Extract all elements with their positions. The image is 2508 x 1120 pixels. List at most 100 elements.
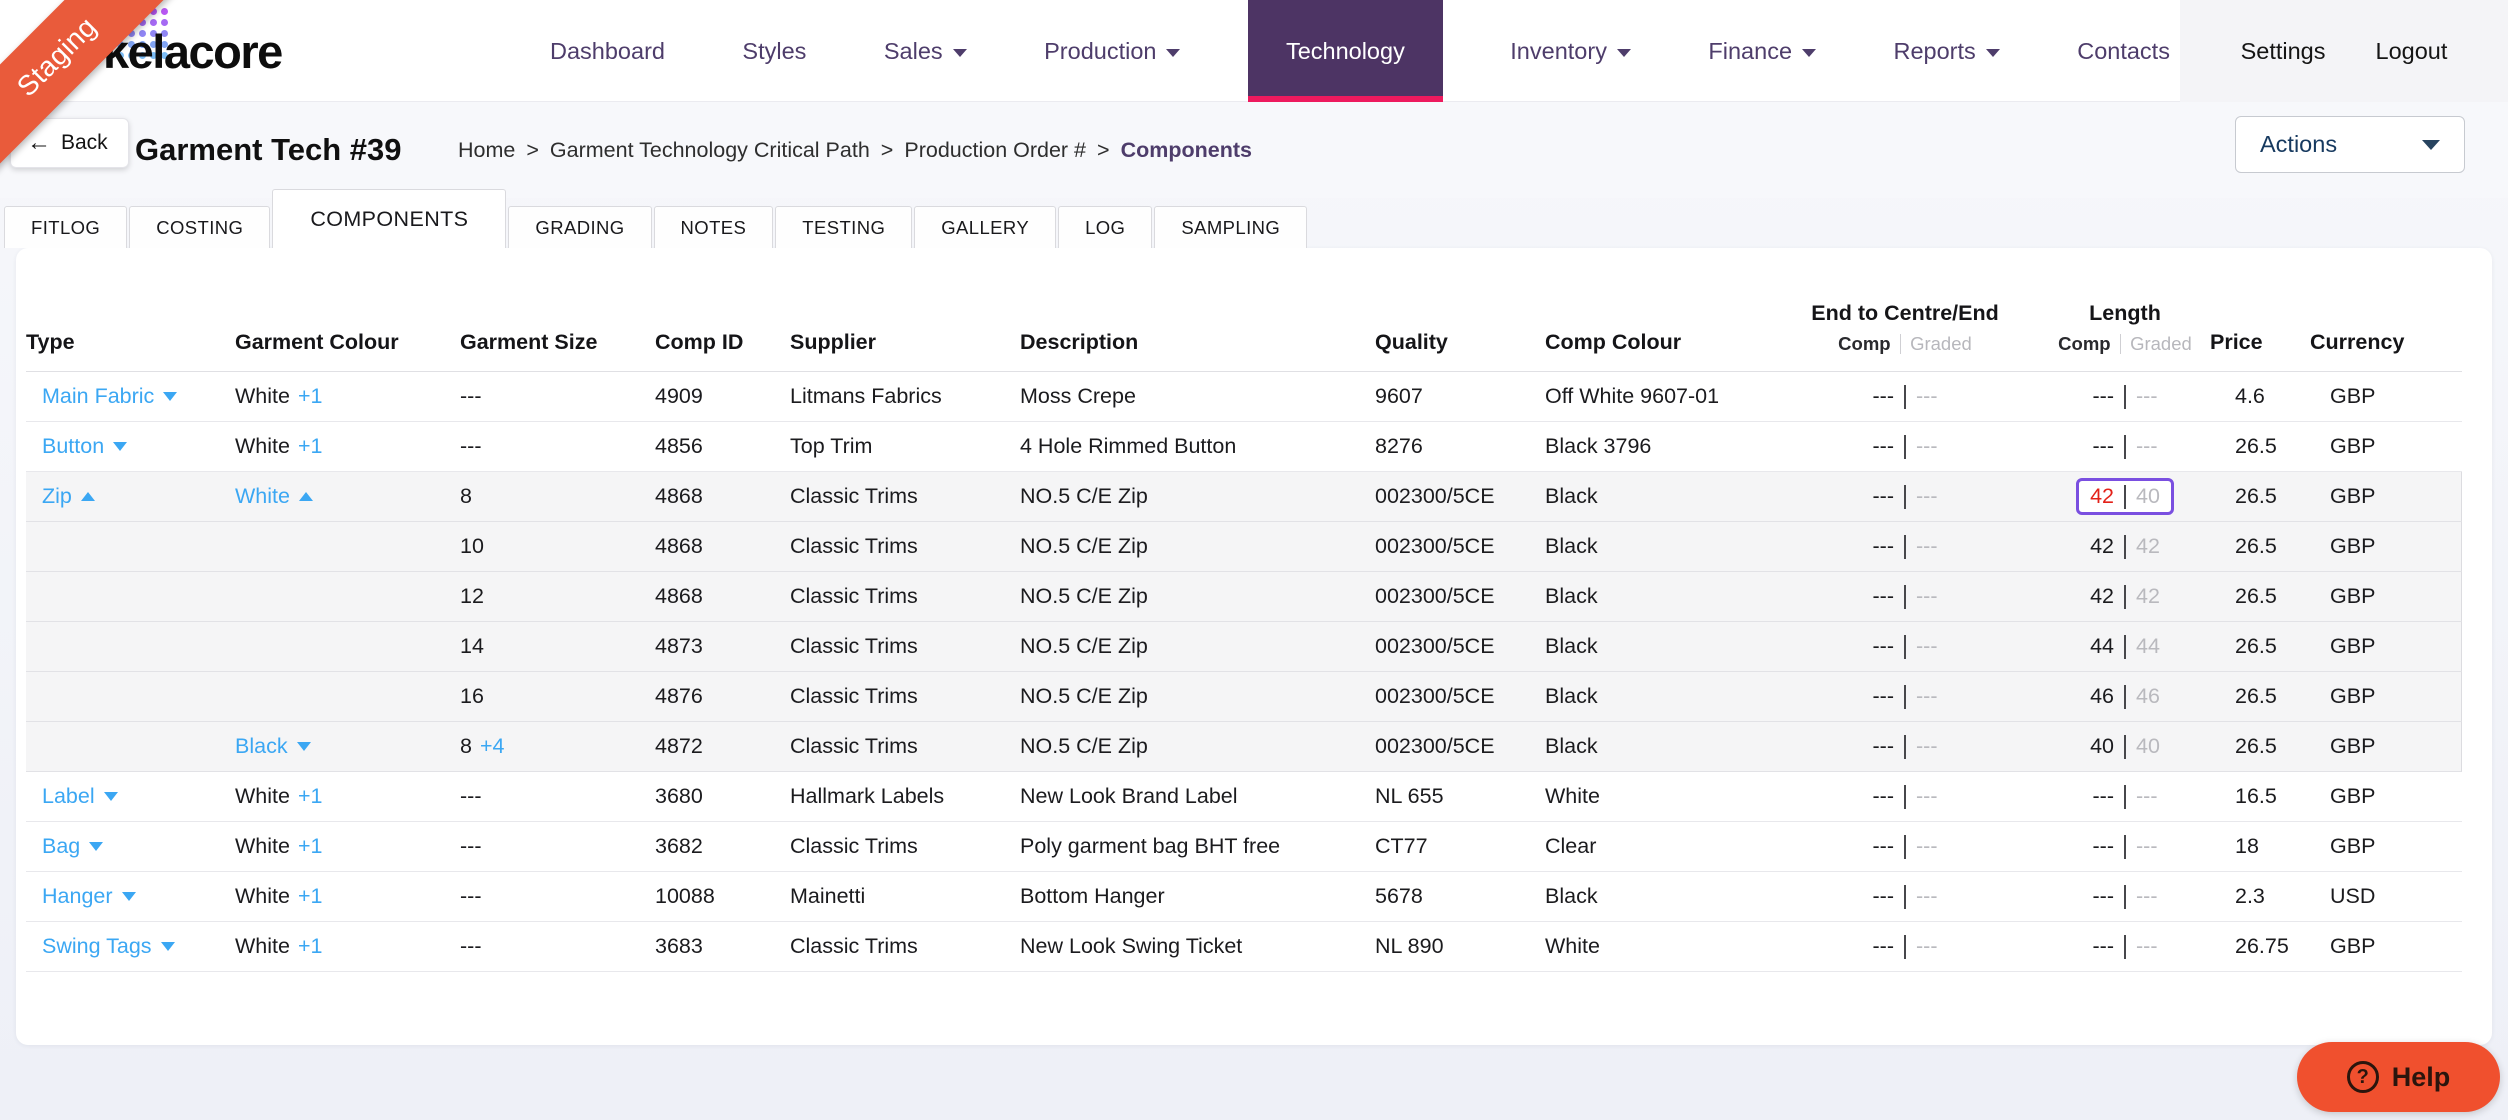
cell-garment-size: 10 xyxy=(460,534,655,559)
tab-log[interactable]: LOG xyxy=(1058,206,1152,248)
cell-quality: 002300/5CE xyxy=(1375,734,1545,759)
cell-length: 4040 xyxy=(2040,734,2210,759)
nav-item-reports[interactable]: Reports xyxy=(1883,0,2009,102)
cell-garment-colour: White+1 xyxy=(235,434,460,459)
sublabel-graded: Graded xyxy=(1910,333,1972,355)
nav-item-styles[interactable]: Styles xyxy=(732,0,816,102)
tab-components[interactable]: COMPONENTS xyxy=(272,189,506,248)
comp-value: --- xyxy=(1873,884,1894,909)
comp-value: --- xyxy=(1873,634,1894,659)
breadcrumb-separator: > xyxy=(526,138,539,163)
help-button[interactable]: ? Help xyxy=(2297,1042,2500,1112)
type-link[interactable]: Label xyxy=(42,784,118,809)
breadcrumb-item[interactable]: Production Order # xyxy=(904,138,1086,163)
type-link[interactable]: Hanger xyxy=(42,884,136,909)
cell-length: 4242 xyxy=(2040,584,2210,609)
caret-down-icon xyxy=(161,942,175,951)
graded-value: --- xyxy=(1916,434,1937,459)
type-link[interactable]: Swing Tags xyxy=(42,934,175,959)
nav-item-settings[interactable]: Settings xyxy=(2229,38,2338,65)
cell-description: NO.5 C/E Zip xyxy=(1020,584,1375,609)
nav-item-production[interactable]: Production xyxy=(1034,0,1190,102)
tab-testing[interactable]: TESTING xyxy=(775,206,912,248)
cell-garment-colour: White+1 xyxy=(235,784,460,809)
colour-more-link[interactable]: +1 xyxy=(298,884,323,908)
colour-link[interactable]: White xyxy=(235,484,313,509)
tab-fitlog[interactable]: FITLOG xyxy=(4,206,127,248)
caret-down-icon xyxy=(122,892,136,901)
type-link[interactable]: Zip xyxy=(42,484,95,509)
table-row: ZipWhite84868Classic TrimsNO.5 C/E Zip00… xyxy=(26,472,2462,522)
cell-price: 26.75 xyxy=(2210,934,2310,959)
column-header-label: Currency xyxy=(2310,330,2462,355)
comp-value: --- xyxy=(2093,884,2114,909)
cell-comp-colour: Black xyxy=(1545,584,1770,609)
colour-more-link[interactable]: +1 xyxy=(298,434,323,458)
colour-more-link[interactable]: +1 xyxy=(298,384,323,408)
table-row: 124868Classic TrimsNO.5 C/E Zip002300/5C… xyxy=(26,572,2462,622)
size-more-link[interactable]: +4 xyxy=(480,734,505,758)
comp-graded-pair: ------ xyxy=(1873,534,1938,559)
nav-item-finance[interactable]: Finance xyxy=(1698,0,1826,102)
comp-value: 42 xyxy=(2090,484,2114,509)
cell-length: ------ xyxy=(2040,834,2210,859)
colour-label: Black xyxy=(235,734,288,759)
comp-graded-pair: ------ xyxy=(1873,934,1938,959)
cell-currency: GBP xyxy=(2310,934,2462,959)
tab-costing[interactable]: COSTING xyxy=(129,206,270,248)
cell-description: NO.5 C/E Zip xyxy=(1020,634,1375,659)
actions-dropdown[interactable]: Actions xyxy=(2235,116,2465,173)
pipe-separator xyxy=(1904,635,1906,659)
graded-value: --- xyxy=(1916,484,1937,509)
tab-sampling[interactable]: SAMPLING xyxy=(1154,206,1307,248)
tabs: FITLOGCOSTINGCOMPONENTSGRADINGNOTESTESTI… xyxy=(4,198,1309,248)
graded-value: --- xyxy=(2136,834,2157,859)
comp-value: --- xyxy=(1873,834,1894,859)
colour-more-link[interactable]: +1 xyxy=(298,784,323,808)
colour-link[interactable]: Black xyxy=(235,734,311,759)
comp-value: --- xyxy=(1873,734,1894,759)
graded-value: 42 xyxy=(2136,584,2160,609)
nav-item-sales[interactable]: Sales xyxy=(874,0,977,102)
pipe-separator xyxy=(2124,385,2126,409)
comp-value: --- xyxy=(2093,784,2114,809)
column-header-length: LengthCompGraded xyxy=(2040,301,2210,371)
comp-graded-pair: ------ xyxy=(2093,434,2158,459)
comp-graded-pair: ------ xyxy=(1873,384,1938,409)
tab-grading[interactable]: GRADING xyxy=(508,206,651,248)
nav-item-technology[interactable]: Technology xyxy=(1248,0,1443,102)
cell-supplier: Classic Trims xyxy=(790,484,1020,509)
table-row: ButtonWhite+1---4856Top Trim4 Hole Rimme… xyxy=(26,422,2462,472)
column-header-label: Comp Colour xyxy=(1545,330,1770,355)
cell-garment-size: --- xyxy=(460,884,655,909)
type-link[interactable]: Main Fabric xyxy=(42,384,177,409)
tab-gallery[interactable]: GALLERY xyxy=(914,206,1056,248)
graded-value: --- xyxy=(1916,784,1937,809)
nav-item-inventory[interactable]: Inventory xyxy=(1500,0,1641,102)
nav-item-contacts[interactable]: Contacts xyxy=(2067,0,2180,102)
graded-value: --- xyxy=(2136,434,2157,459)
comp-value: --- xyxy=(1873,484,1894,509)
length-cell-highlight[interactable]: 4240 xyxy=(2076,478,2174,515)
cell-comp-id: 4868 xyxy=(655,484,790,509)
breadcrumb-item[interactable]: Home xyxy=(458,138,515,163)
sublabel-comp: Comp xyxy=(2058,333,2110,355)
type-link[interactable]: Button xyxy=(42,434,127,459)
colour-more-link[interactable]: +1 xyxy=(298,934,323,958)
tab-notes[interactable]: NOTES xyxy=(654,206,774,248)
comp-graded-pair: ------ xyxy=(1873,784,1938,809)
cell-quality: 002300/5CE xyxy=(1375,584,1545,609)
cell-garment-colour: White+1 xyxy=(235,384,460,409)
column-header-description: Description xyxy=(1020,330,1375,371)
nav-item-dashboard[interactable]: Dashboard xyxy=(540,0,675,102)
colour-more-link[interactable]: +1 xyxy=(298,834,323,858)
cell-comp-id: 10088 xyxy=(655,884,790,909)
comp-value: 40 xyxy=(2090,734,2114,759)
breadcrumb-item[interactable]: Garment Technology Critical Path xyxy=(550,138,870,163)
nav-item-label: Finance xyxy=(1708,38,1792,65)
table-row: 144873Classic TrimsNO.5 C/E Zip002300/5C… xyxy=(26,622,2462,672)
cell-length: ------ xyxy=(2040,784,2210,809)
cell-comp-id: 4873 xyxy=(655,634,790,659)
type-link[interactable]: Bag xyxy=(42,834,103,859)
nav-item-logout[interactable]: Logout xyxy=(2364,38,2460,65)
